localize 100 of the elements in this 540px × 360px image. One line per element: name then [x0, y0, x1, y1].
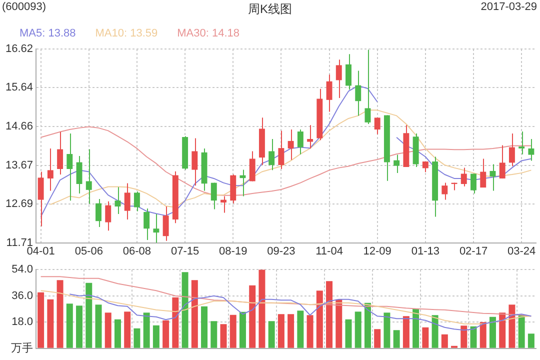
y-tick-label: 12.69 — [5, 198, 33, 210]
candlestick — [326, 74, 332, 112]
y-tick-label: 18.0 — [12, 316, 33, 328]
candlestick — [192, 138, 198, 186]
bar — [297, 310, 304, 348]
bar — [489, 316, 496, 348]
bar — [528, 334, 534, 348]
bar — [432, 315, 438, 348]
bar — [210, 321, 218, 348]
bar — [66, 304, 73, 348]
bar — [508, 304, 516, 348]
bar — [124, 312, 131, 348]
bar — [143, 312, 150, 348]
x-tick-label: 12-09 — [363, 245, 392, 258]
bar — [95, 304, 102, 348]
bar — [104, 312, 112, 348]
candlestick — [249, 150, 256, 182]
bar — [230, 314, 236, 348]
candlestick — [528, 138, 534, 162]
candlestick — [307, 124, 314, 149]
bar — [384, 312, 390, 348]
y-tick-label: 16.62 — [5, 43, 33, 56]
candlestick — [210, 182, 217, 210]
bar — [172, 297, 179, 348]
y-tick-label: 15.64 — [5, 82, 33, 94]
bar — [114, 319, 121, 348]
candlestick — [47, 148, 54, 192]
x-tick-label: 01-13 — [411, 245, 440, 258]
y-tick-label: 万手 — [11, 341, 33, 354]
text: MA5: 13.88 — [20, 28, 76, 40]
bar — [518, 315, 525, 348]
bar — [134, 328, 140, 348]
bar — [354, 312, 362, 348]
bar — [76, 306, 83, 348]
bar — [249, 285, 256, 348]
y-tick-label: 36.0 — [12, 290, 33, 302]
candlestick — [394, 154, 400, 174]
bar — [162, 320, 170, 348]
bar — [288, 314, 294, 348]
candlestick — [105, 200, 112, 232]
candlestick — [508, 132, 515, 167]
candlestick — [364, 49, 371, 124]
bar — [499, 312, 506, 348]
bar — [47, 299, 54, 348]
chart-subtitle: (600093) — [2, 1, 46, 13]
bar — [268, 321, 275, 348]
candlestick — [153, 213, 160, 244]
x-tick-label: 06-08 — [122, 245, 152, 258]
candlestick — [124, 182, 130, 220]
chart-title: 周K线图 — [248, 1, 292, 18]
candlestick — [374, 117, 380, 135]
bar — [56, 280, 64, 348]
bar — [191, 280, 198, 348]
bar — [182, 272, 188, 348]
x-tick-label: 09-23 — [267, 245, 296, 258]
bar — [480, 322, 486, 348]
bar — [239, 312, 246, 348]
candlestick — [220, 196, 226, 214]
bar — [441, 334, 448, 348]
candlestick — [518, 130, 525, 155]
candlestick — [355, 70, 362, 116]
text: MA30: 14.18 — [177, 28, 240, 40]
candlestick — [336, 59, 342, 98]
bar — [306, 315, 314, 348]
candlestick — [499, 144, 506, 179]
bar — [316, 290, 323, 348]
candlestick — [57, 131, 64, 176]
x-tick-label: 03-24 — [508, 245, 536, 258]
x-tick-label: 05-06 — [74, 245, 103, 258]
candlestick — [134, 190, 140, 212]
bar — [86, 282, 92, 348]
y-tick-label: 54.0 — [12, 264, 33, 276]
candlestick — [490, 164, 496, 192]
y-tick-label: 14.66 — [5, 120, 33, 132]
bar — [278, 314, 284, 348]
bar — [345, 319, 352, 348]
candlestick — [442, 182, 448, 200]
candlestick — [76, 155, 82, 194]
candlestick — [346, 54, 352, 90]
bar — [402, 316, 410, 348]
candlestick — [66, 132, 73, 202]
bar — [152, 325, 160, 348]
x-tick-label: 11-04 — [316, 245, 343, 258]
bar — [258, 270, 266, 348]
candlestick — [480, 158, 486, 188]
candlestick — [114, 186, 121, 214]
candlestick — [38, 171, 44, 227]
candlestick — [460, 167, 467, 187]
bar — [412, 308, 420, 348]
bar — [220, 324, 227, 348]
candlestick — [268, 138, 275, 171]
x-tick-label: 02-17 — [459, 245, 488, 258]
bar — [374, 329, 381, 348]
bar — [38, 292, 44, 348]
bar — [422, 327, 429, 348]
bar — [201, 306, 208, 348]
bar — [326, 281, 333, 348]
candlestick — [96, 198, 102, 228]
candlestick — [470, 173, 476, 194]
text: MA10: 13.59 — [95, 28, 158, 40]
